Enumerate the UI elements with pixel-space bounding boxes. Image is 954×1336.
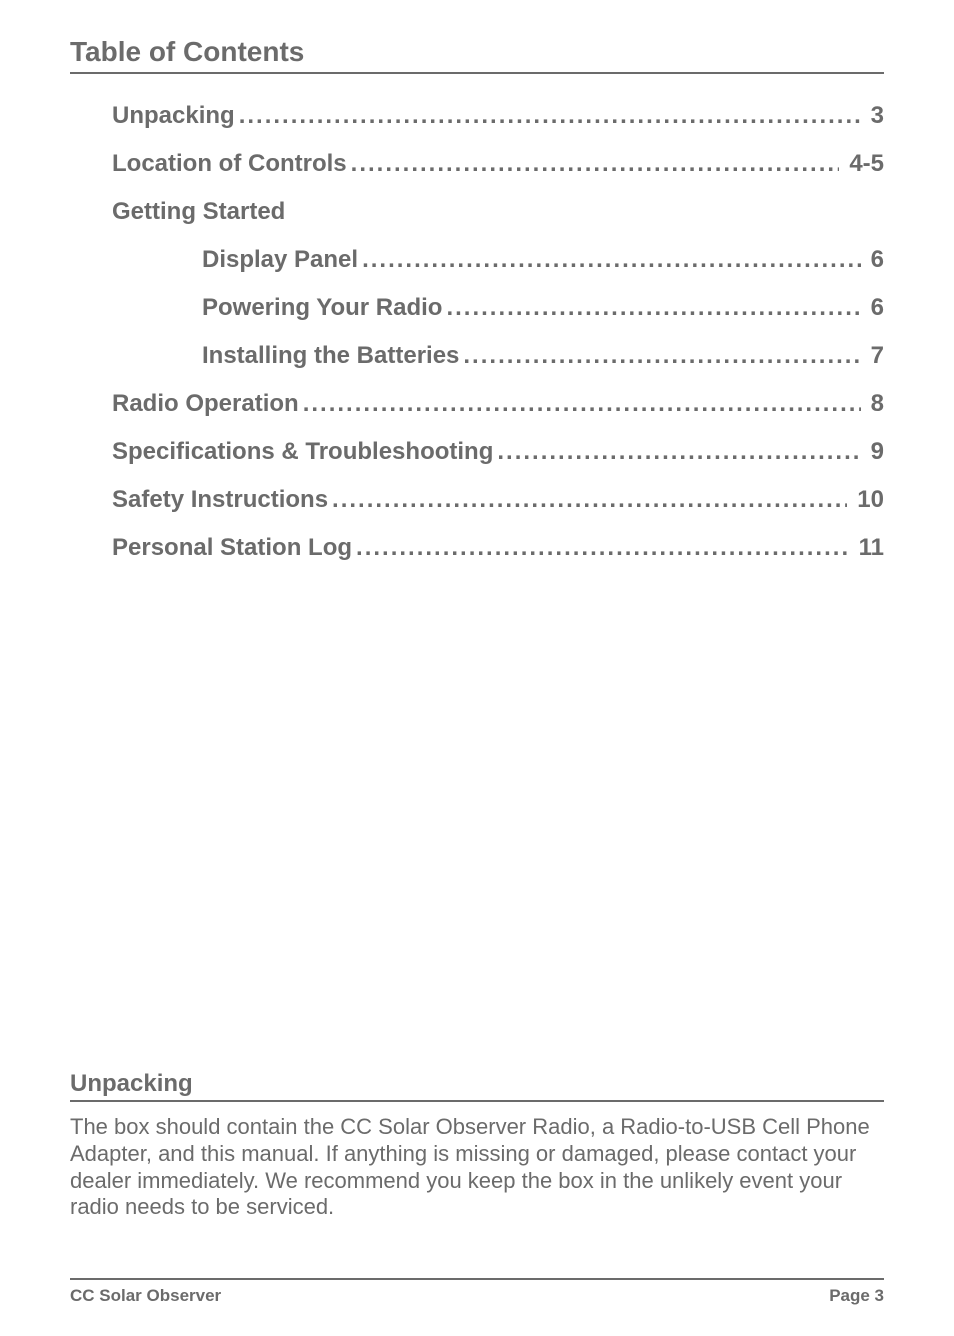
toc-entry-personal-station-log: Personal Station Log 11 <box>112 534 884 562</box>
toc-entry-powering-your-radio: Powering Your Radio 6 <box>112 294 884 322</box>
toc-page-number: 7 <box>865 342 884 370</box>
footer-product-name: CC Solar Observer <box>70 1286 221 1306</box>
toc-page-number: 11 <box>853 534 884 562</box>
page-footer: CC Solar Observer Page 3 <box>70 1278 884 1306</box>
toc-page-number: 6 <box>865 294 884 322</box>
toc-label: Safety Instructions <box>112 486 328 514</box>
toc-heading-getting-started: Getting Started <box>112 198 884 226</box>
toc-entry-safety-instructions: Safety Instructions 10 <box>112 486 884 514</box>
toc-label: Unpacking <box>112 102 235 130</box>
toc-page-number: 8 <box>865 390 884 418</box>
toc-entry-location-of-controls: Location of Controls 4-5 <box>112 150 884 178</box>
toc-label: Personal Station Log <box>112 534 352 562</box>
toc-leader-dots <box>239 102 861 130</box>
toc-label: Radio Operation <box>112 390 299 418</box>
toc-page-number: 4-5 <box>843 150 884 178</box>
toc-list: Unpacking 3 Location of Controls 4-5 Get… <box>70 102 884 562</box>
toc-leader-dots <box>351 150 840 178</box>
toc-label: Display Panel <box>202 246 358 274</box>
footer-page-number: Page 3 <box>829 1286 884 1306</box>
toc-entry-unpacking: Unpacking 3 <box>112 102 884 130</box>
unpacking-section: Unpacking The box should contain the CC … <box>70 1070 884 1221</box>
toc-entry-installing-the-batteries: Installing the Batteries 7 <box>112 342 884 370</box>
toc-label: Powering Your Radio <box>202 294 442 322</box>
toc-leader-dots <box>463 342 860 370</box>
toc-label: Location of Controls <box>112 150 347 178</box>
unpacking-title: Unpacking <box>70 1070 884 1102</box>
toc-page-number: 3 <box>865 102 884 130</box>
toc-label: Installing the Batteries <box>202 342 459 370</box>
toc-leader-dots <box>356 534 849 562</box>
toc-page-number: 10 <box>851 486 884 514</box>
toc-entry-display-panel: Display Panel 6 <box>112 246 884 274</box>
toc-entry-radio-operation: Radio Operation 8 <box>112 390 884 418</box>
toc-page-number: 9 <box>865 438 884 466</box>
toc-page-number: 6 <box>865 246 884 274</box>
toc-title: Table of Contents <box>70 36 884 74</box>
toc-label: Specifications & Troubleshooting <box>112 438 493 466</box>
toc-leader-dots <box>332 486 847 514</box>
page: Table of Contents Unpacking 3 Location o… <box>0 0 954 1336</box>
unpacking-body: The box should contain the CC Solar Obse… <box>70 1114 884 1221</box>
toc-leader-dots <box>303 390 861 418</box>
toc-leader-dots <box>497 438 860 466</box>
toc-leader-dots <box>362 246 861 274</box>
toc-leader-dots <box>446 294 860 322</box>
toc-entry-specifications-troubleshooting: Specifications & Troubleshooting 9 <box>112 438 884 466</box>
